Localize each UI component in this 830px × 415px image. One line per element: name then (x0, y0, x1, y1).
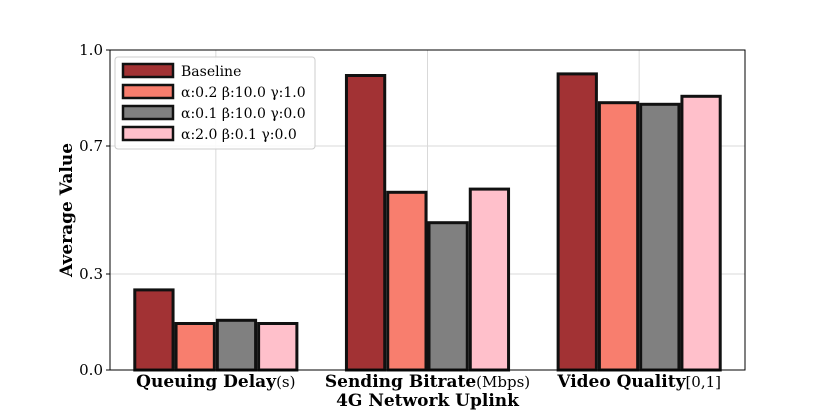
bar (680, 94, 722, 372)
legend-label: Baseline (181, 64, 241, 80)
legend-label: α:0.2 β:10.0 γ:1.0 (181, 85, 306, 101)
legend-swatch (121, 104, 175, 121)
y-tick-label: 0.3 (79, 265, 103, 283)
bar (468, 187, 511, 372)
x-category-name: Sending Bitrate (325, 372, 476, 392)
bars (133, 72, 722, 372)
legend-swatch (121, 83, 175, 100)
legend-swatch (121, 62, 175, 79)
bar (133, 288, 175, 372)
x-category-unit: [0,1] (685, 373, 721, 391)
x-category-unit: (s) (276, 373, 295, 391)
x-axis-title: 4G Network Uplink (336, 391, 520, 411)
bar (386, 190, 428, 372)
y-tick-label: 1.0 (79, 41, 103, 59)
x-category-unit: (Mbps) (476, 373, 530, 391)
bar (215, 318, 258, 372)
bar (639, 102, 681, 372)
x-category-name: Queuing Delay (136, 372, 277, 392)
bar (597, 101, 640, 372)
bar (174, 322, 216, 372)
bar (427, 221, 469, 372)
y-axis-title: Average Value (57, 143, 77, 278)
x-category-label: Video Quality[0,1] (556, 372, 721, 392)
x-category-name: Video Quality (556, 372, 686, 392)
legend-swatch (121, 125, 175, 142)
y-ticks: 0.0 0.3 0.7 1.0 (79, 41, 110, 379)
plot-frame (109, 49, 746, 371)
legend-label: α:2.0 β:0.1 γ:0.0 (181, 127, 297, 143)
bar (344, 74, 387, 372)
y-tick-label: 0.0 (79, 361, 103, 379)
x-category-label: Queuing Delay(s) (136, 372, 295, 392)
legend: Baseline α:0.2 β:10.0 γ:1.0 α:0.1 β:10.0 γ… (114, 56, 316, 150)
y-tick-label: 0.7 (79, 137, 103, 155)
bar (556, 72, 598, 372)
bar (257, 322, 299, 372)
x-category-labels: Queuing Delay(s) Sending Bitrate(Mbps) Vid… (136, 372, 721, 392)
legend-label: α:0.1 β:10.0 γ:0.0 (181, 106, 306, 122)
x-category-label: Sending Bitrate(Mbps) (325, 372, 530, 392)
